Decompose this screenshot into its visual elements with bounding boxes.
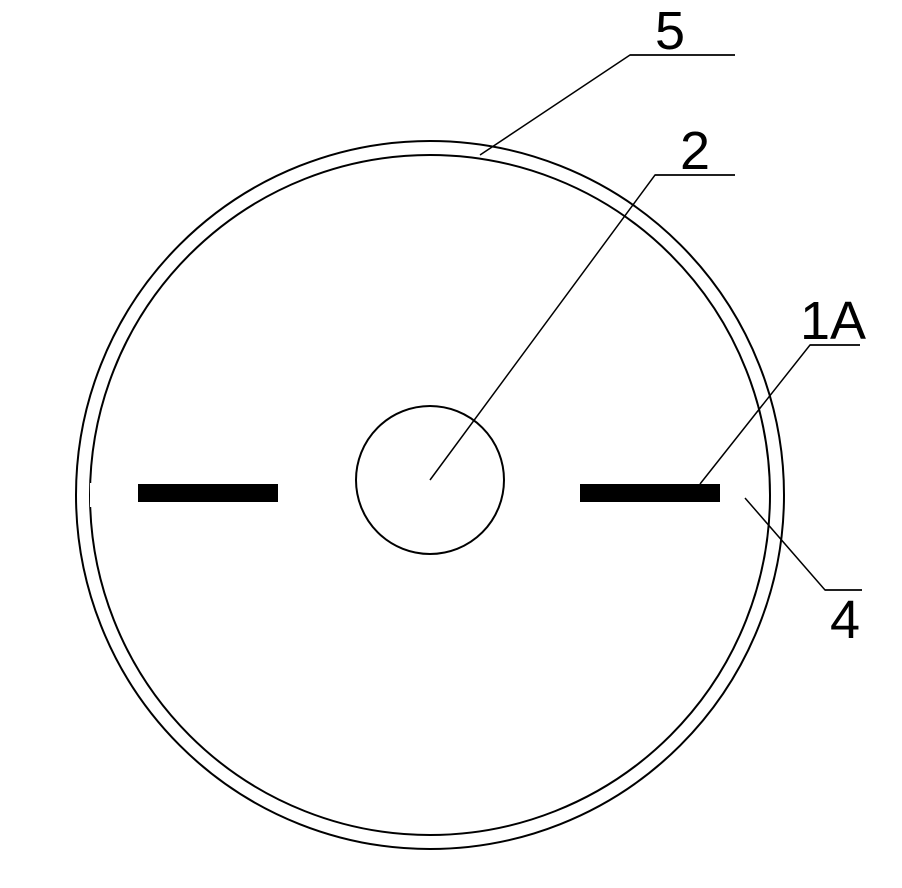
bar-left — [138, 484, 278, 502]
leader-1A-path — [700, 345, 860, 484]
label-5: 5 — [655, 1, 685, 61]
leader-2-path — [430, 175, 735, 480]
label-1A: 1A — [800, 291, 866, 351]
leader-4-path — [745, 498, 862, 590]
leader-4: 4 — [745, 498, 862, 650]
label-4: 4 — [830, 590, 860, 650]
leader-1A: 1A — [700, 291, 866, 484]
bar-right — [580, 484, 720, 502]
slit-left — [90, 483, 138, 507]
technical-diagram: 5 2 1A 4 — [0, 0, 902, 888]
slit-right — [720, 483, 768, 507]
label-2: 2 — [680, 121, 710, 181]
